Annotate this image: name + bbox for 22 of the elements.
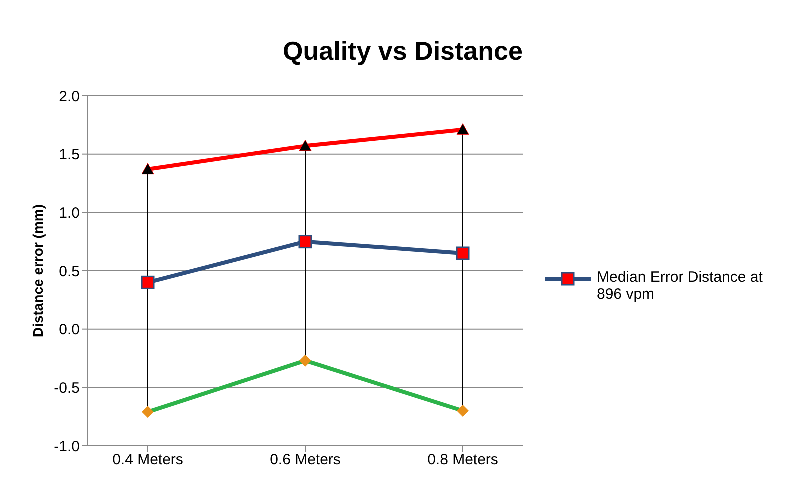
y-tick-label: -0.5 [54, 380, 80, 397]
x-tick-label: 0.8 Meters [428, 452, 498, 469]
point [456, 246, 470, 260]
y-tick-label: 1.5 [59, 146, 80, 164]
point [142, 163, 154, 175]
y-tick-label: 0.5 [59, 263, 80, 280]
y-tick-label: -1.0 [54, 438, 80, 456]
x-tick-label: 0.6 Meters [270, 452, 341, 469]
point [456, 124, 470, 135]
y-tick-label: 0.0 [59, 322, 80, 339]
y-tick-label: 1.0 [59, 204, 80, 222]
y-axis-title: Distance error (mm) [30, 204, 46, 338]
point [300, 354, 312, 367]
point [141, 276, 155, 290]
legend-label: Median Error Distance at 896 vpm [597, 269, 764, 303]
point [299, 140, 312, 152]
point [457, 405, 469, 417]
chart-title: Quality vs Distance [282, 35, 524, 68]
point [298, 235, 312, 249]
y-tick-label: 2.0 [59, 88, 80, 106]
point [142, 406, 154, 418]
x-tick-label: 0.4 Meters [112, 452, 184, 469]
